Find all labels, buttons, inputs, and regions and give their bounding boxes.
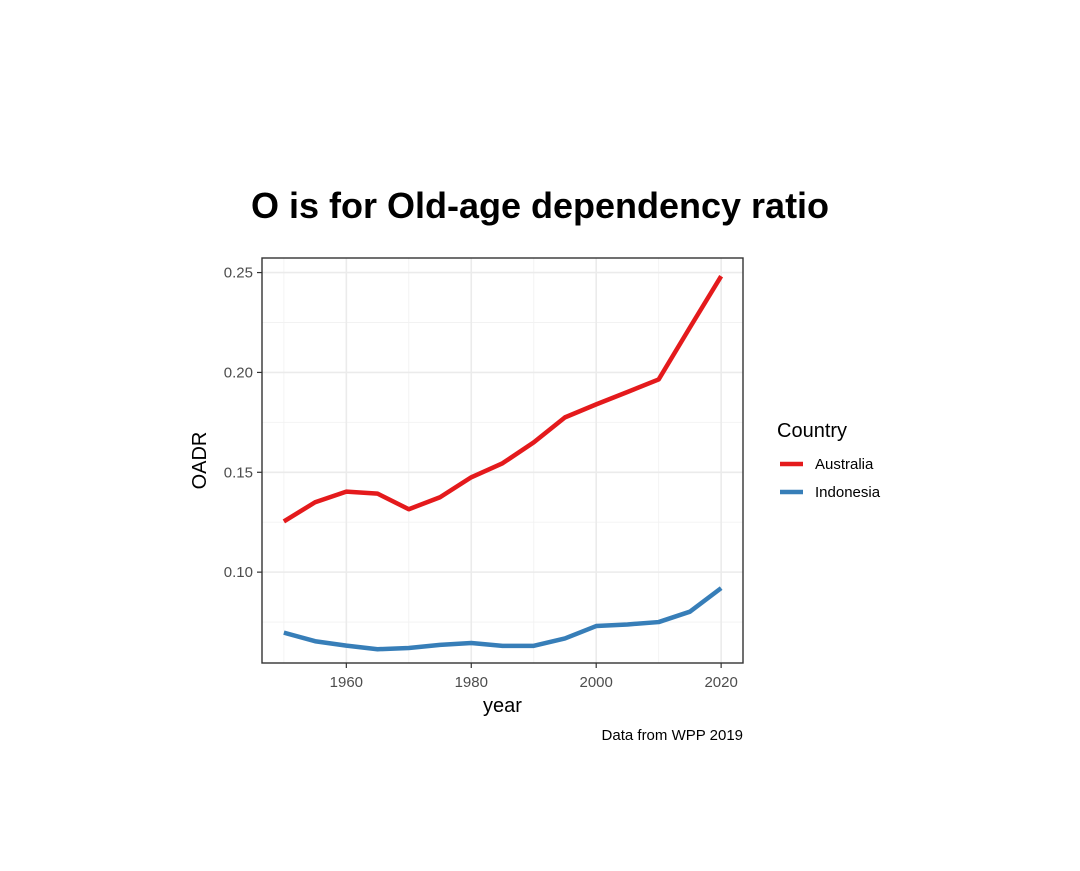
plot-panel-border <box>261 257 744 664</box>
series-line-indonesia <box>283 586 723 652</box>
legend-label-indonesia: Indonesia <box>815 484 881 501</box>
x-tick-label: 2020 <box>704 674 737 691</box>
y-tick-label: 0.20 <box>224 364 253 381</box>
axis-layer: 1960 1980 2000 2020 0.10 0.15 0.20 0.25 <box>224 265 738 691</box>
y-axis-title: OADR <box>189 432 211 490</box>
y-tick-label: 0.25 <box>224 265 253 282</box>
y-tick-label: 0.15 <box>224 464 253 481</box>
y-tick-label: 0.10 <box>224 564 253 581</box>
chart-title: O is for Old-age dependency ratio <box>251 185 829 226</box>
x-axis-title: year <box>483 695 522 717</box>
legend: Country Australia Indonesia <box>777 420 881 501</box>
x-tick-label: 1960 <box>330 674 363 691</box>
series-line-australia <box>282 275 724 524</box>
x-tick-label: 1980 <box>455 674 488 691</box>
caption: Data from WPP 2019 <box>602 727 743 744</box>
legend-items: Australia Indonesia <box>780 456 881 501</box>
grid-layer <box>262 258 743 663</box>
x-tick-label: 2000 <box>580 674 613 691</box>
series-layer <box>282 275 724 652</box>
legend-title: Country <box>777 420 847 442</box>
legend-label-australia: Australia <box>815 456 874 473</box>
